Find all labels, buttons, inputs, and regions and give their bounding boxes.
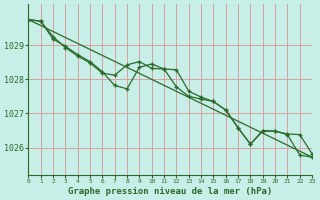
- X-axis label: Graphe pression niveau de la mer (hPa): Graphe pression niveau de la mer (hPa): [68, 187, 272, 196]
